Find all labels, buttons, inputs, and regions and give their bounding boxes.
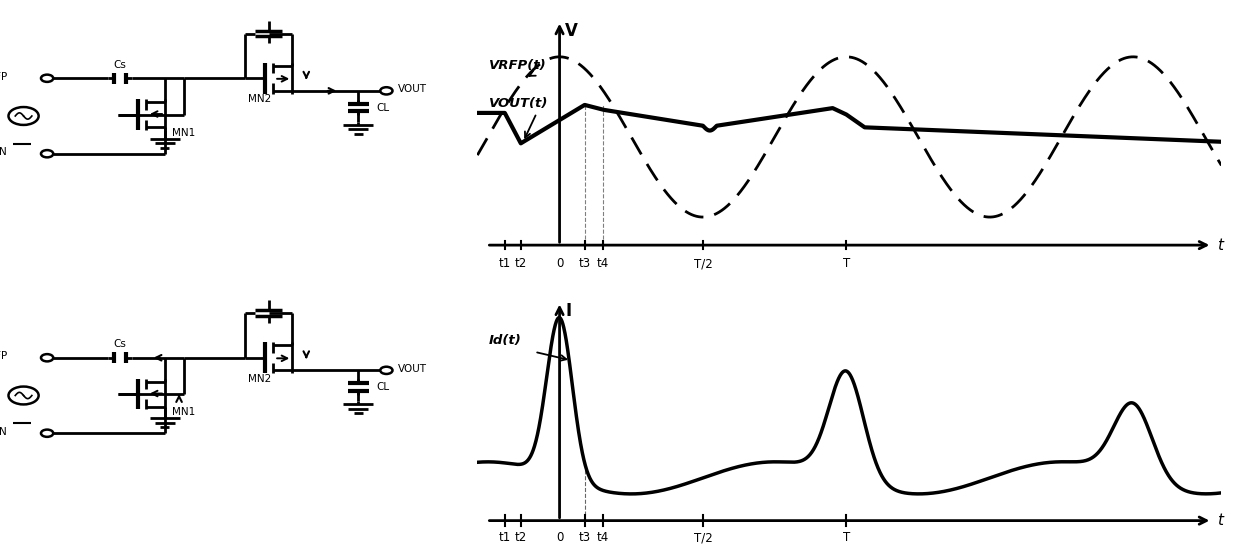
Text: RFN: RFN [0, 427, 7, 437]
Text: t3: t3 [579, 531, 590, 544]
Text: CL: CL [376, 103, 389, 112]
Text: t1: t1 [498, 531, 511, 544]
Text: MN2: MN2 [248, 94, 270, 104]
Text: t2: t2 [515, 531, 527, 544]
Text: T/2: T/2 [693, 257, 712, 270]
Text: Cs: Cs [114, 339, 126, 349]
Text: T/2: T/2 [693, 531, 712, 544]
Text: T: T [843, 257, 849, 270]
Text: RFP: RFP [0, 352, 7, 361]
Text: t1: t1 [498, 257, 511, 270]
Text: t4: t4 [596, 257, 609, 270]
Text: MN2: MN2 [248, 373, 270, 383]
Text: t4: t4 [596, 531, 609, 544]
Text: 0: 0 [556, 531, 563, 544]
Text: I: I [565, 302, 572, 320]
Text: t: t [1216, 238, 1223, 253]
Text: 0: 0 [556, 257, 563, 270]
Text: CL: CL [376, 382, 389, 392]
Text: RFP: RFP [0, 72, 7, 82]
Text: MN1: MN1 [172, 127, 195, 138]
Text: t: t [1216, 513, 1223, 528]
Text: VRFP(t): VRFP(t) [489, 59, 547, 72]
Text: t2: t2 [515, 257, 527, 270]
Text: RFN: RFN [0, 148, 7, 157]
Text: MN1: MN1 [172, 407, 195, 417]
Text: t3: t3 [579, 257, 590, 270]
Text: VOUT(t): VOUT(t) [489, 97, 548, 110]
Text: T: T [843, 531, 849, 544]
Text: Id(t): Id(t) [489, 334, 522, 347]
Text: V: V [565, 22, 578, 40]
Text: VOUT: VOUT [398, 364, 427, 374]
Text: VOUT: VOUT [398, 84, 427, 94]
Text: Cs: Cs [114, 60, 126, 70]
